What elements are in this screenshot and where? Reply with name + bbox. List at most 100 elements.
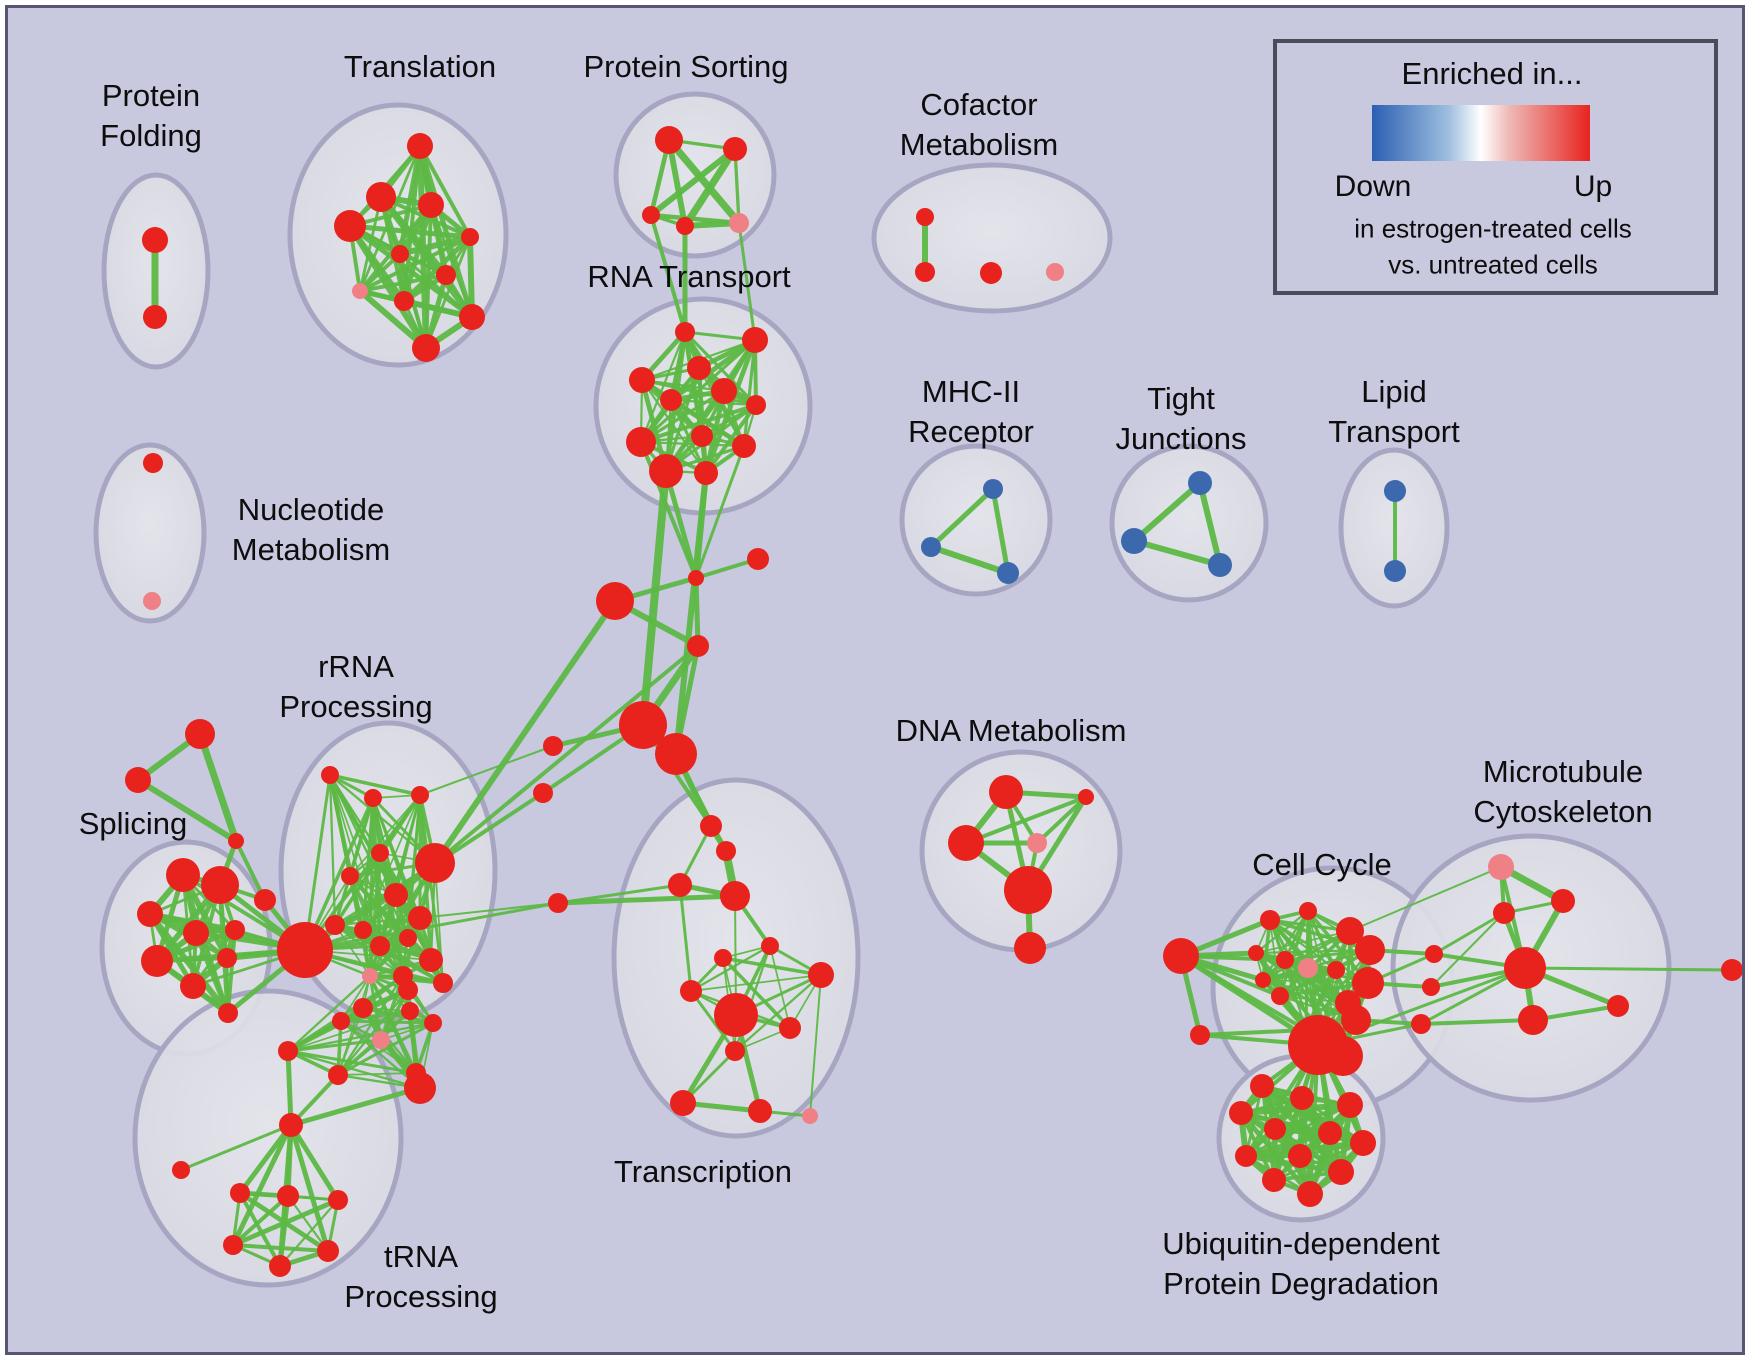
node-pf2 [143,305,167,329]
edge [433,644,700,865]
edge [742,338,757,448]
edge [1523,966,1734,972]
node-tx5 [761,937,779,955]
cluster-label-ubiquitin-degradation: Protein Degradation [1163,1266,1439,1301]
node-t10 [459,304,485,330]
node-cc14 [1341,1005,1371,1035]
edge [1430,912,1505,988]
edge [432,598,618,866]
edge [196,730,240,845]
node-rb4 [332,1012,350,1030]
node-h1 [688,570,704,586]
node-t1 [407,133,433,159]
cluster-label-cell-cycle: Cell Cycle [1252,847,1392,882]
node-tx6 [714,949,732,967]
node-lp1 [1384,480,1406,502]
cluster-label-mhc-ii-receptor: Receptor [908,414,1034,449]
node-t11 [412,334,440,362]
node-cc4 [1248,945,1264,961]
node-cf2 [915,262,935,282]
edge [690,974,822,992]
cluster-label-rrna-processing: rRNA [318,649,394,684]
edge [668,397,747,449]
node-mt4 [1518,1005,1548,1035]
edge [1198,1028,1308,1037]
cluster-label-rna-transport: RNA Transport [587,259,791,294]
edge [147,911,231,1016]
edge [328,773,337,927]
node-tx4 [720,881,750,911]
edge [278,1198,340,1268]
node-ps2 [723,137,747,161]
legend-down-label: Down [1334,170,1412,203]
node-ps4 [676,217,694,235]
node-dn4 [1027,833,1047,853]
edge [230,1122,294,1248]
node-rr10 [354,921,372,939]
node-tj2 [1121,528,1147,554]
cluster-labels: Protein Folding Translation Protein Sorting… [79,49,1653,1314]
node-x2 [543,736,563,756]
node-t3 [418,192,444,218]
node-tx7 [680,980,702,1002]
edge [640,378,758,407]
edge [347,223,473,240]
cluster-label-trna-processing: tRNA [384,1239,458,1274]
node-ps5 [729,213,749,233]
edge [1261,929,1352,982]
node-sp2 [201,866,239,904]
edge [639,330,687,444]
node-tx3 [668,873,692,897]
node-layer [125,126,1742,1277]
node-sp7 [217,948,237,968]
node-rb3 [401,1002,419,1020]
cluster-label-translation: Translation [344,49,496,84]
node-tx12 [670,1090,696,1116]
edge [928,544,1011,576]
node-ub8 [1235,1145,1257,1167]
edge [1278,909,1310,998]
node-dn2 [1078,789,1094,805]
node-ub3 [1229,1101,1253,1125]
edge [1035,795,1088,845]
legend-title: Enriched in... [1401,56,1583,91]
node-tn2 [277,1185,299,1207]
edge [286,1049,418,1075]
node-cc9 [1327,961,1345,979]
edge [358,273,448,293]
node-rt7 [660,389,682,411]
edge [328,773,422,797]
node-cc17 [1323,1036,1363,1076]
cluster-label-trna-processing: Processing [344,1279,497,1314]
edge [555,893,738,906]
node-rt10 [732,434,756,458]
edge [303,773,332,952]
node-rr7 [384,883,408,907]
cluster-label-microtubule-cytoskeleton: Microtubule [1483,754,1643,789]
node-sp6 [141,945,173,977]
edge [288,1122,331,1254]
edge [648,146,738,218]
node-rr11 [370,936,390,956]
cluster-label-protein-folding: Folding [100,118,202,153]
edge [721,956,823,977]
edge [681,145,739,230]
edge [237,1122,294,1196]
edge [368,974,383,1042]
node-t4 [334,210,366,242]
node-mt0 [1488,854,1514,880]
node-h4 [687,635,709,657]
edge [419,902,559,919]
node-rt5 [711,378,737,404]
cluster-label-cofactor-metabolism: Cofactor [920,87,1037,122]
cluster-nucleotide-metabolism [93,442,207,624]
edge [288,1085,423,1128]
edge [226,928,237,1015]
node-tri3 [228,833,244,849]
node-t9 [394,291,414,311]
edge [964,795,1088,845]
cluster-label-microtubule-cytoskeleton: Cytoskeleton [1473,794,1652,829]
edge [358,252,402,293]
node-rt9 [626,427,656,457]
edge [1272,1141,1365,1182]
